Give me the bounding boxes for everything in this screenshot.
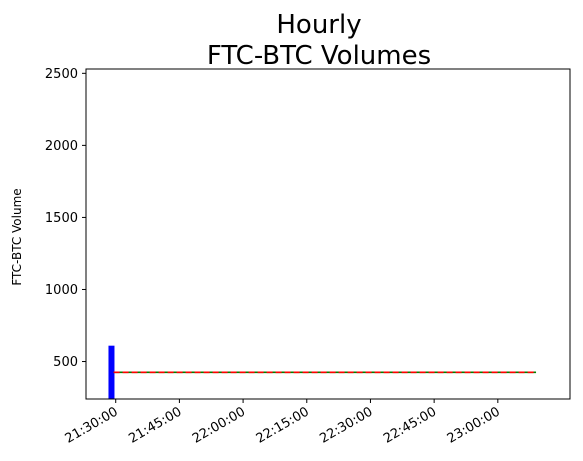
x-tick-label-0: 21:30:00 xyxy=(63,404,121,446)
bars-layer xyxy=(108,346,114,399)
x-tick-label-6: 23:00:00 xyxy=(445,404,503,446)
y-tick-label-3: 2000 xyxy=(45,139,78,154)
chart-title-line-2: FTC-BTC Volumes xyxy=(207,41,431,71)
y-tick-label-2: 1500 xyxy=(45,211,78,226)
y-axis-label: FTC-BTC Volume xyxy=(10,188,24,285)
bar-0 xyxy=(108,346,114,399)
x-tick-label-2: 22:00:00 xyxy=(190,404,248,446)
plot-frame xyxy=(86,69,570,399)
x-tick-label-1: 21:45:00 xyxy=(126,404,184,446)
chart-title-line-1: Hourly xyxy=(276,10,361,40)
y-tick-label-0: 500 xyxy=(53,355,78,370)
x-tick-label-5: 22:45:00 xyxy=(381,404,439,446)
y-tick-label-1: 1000 xyxy=(45,283,78,298)
y-tick-label-4: 2500 xyxy=(45,67,78,82)
x-tick-label-3: 22:15:00 xyxy=(254,404,312,446)
x-tick-label-4: 22:30:00 xyxy=(317,404,375,446)
